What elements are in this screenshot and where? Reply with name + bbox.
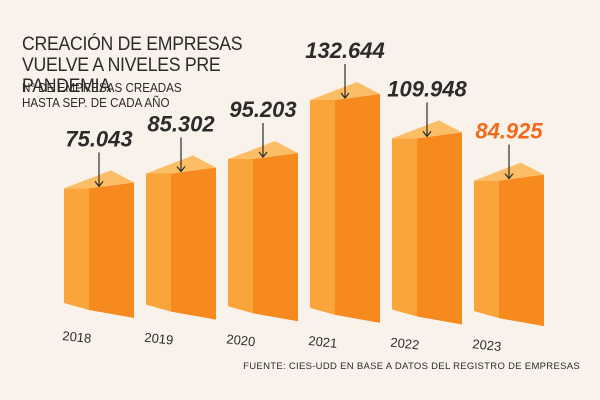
value-label-2019: 85.302	[147, 111, 215, 136]
bar-front-2021	[335, 94, 380, 323]
bar-front-2019	[171, 167, 216, 320]
bar-side-2022	[392, 138, 417, 317]
chart-title: CREACIÓN DE EMPRESAS VUELVE A NIVELES PR…	[22, 34, 301, 97]
arrow-icon	[504, 144, 514, 180]
value-label-2018: 75.043	[65, 126, 132, 151]
bar-front-2020	[253, 153, 298, 322]
bar-2018: 75.043 2018	[62, 126, 134, 346]
arrow-icon	[94, 152, 104, 188]
chart-title-text: CREACIÓN DE EMPRESAS VUELVE A NIVELES PR…	[22, 34, 243, 97]
bar-2022: 109.948 2022	[387, 76, 467, 352]
bar-front-2018	[89, 182, 134, 318]
year-label-2022: 2022	[390, 335, 420, 353]
value-label-2023: 84.925	[475, 119, 543, 144]
arrow-icon	[340, 64, 350, 99]
year-label-2023: 2023	[472, 336, 502, 354]
bar-2021: 132.644 2021	[305, 38, 385, 351]
bar-side-2019	[146, 173, 171, 312]
arrow-icon	[258, 123, 268, 158]
arrow-icon	[422, 102, 432, 138]
bar-side-2018	[64, 188, 89, 310]
arrow-icon	[176, 137, 186, 173]
bar-front-2023	[499, 174, 544, 327]
bar-side-2020	[228, 159, 253, 314]
year-label-2020: 2020	[226, 331, 256, 349]
bar-side-2023	[474, 180, 499, 319]
value-label-2021: 132.644	[305, 38, 385, 63]
year-label-2018: 2018	[62, 328, 92, 346]
bar-front-2022	[417, 132, 462, 325]
value-label-2020: 95.203	[229, 97, 296, 122]
value-label-2022: 109.948	[387, 76, 467, 101]
chart-subtitle-text: N° DE EMPRESAS CREADAS HASTA SEP. DE CAD…	[22, 81, 182, 110]
bar-2020: 95.203 2020	[226, 97, 298, 349]
source-note: FUENTE: CIES-UDD EN BASE A DATOS DEL REG…	[243, 361, 580, 372]
year-label-2019: 2019	[144, 330, 174, 348]
chart-subtitle: N° DE EMPRESAS CREADAS HASTA SEP. DE CAD…	[22, 81, 222, 111]
year-label-2021: 2021	[308, 333, 338, 351]
bar-side-2021	[310, 100, 335, 315]
bar-2019: 85.302 2019	[144, 111, 216, 348]
bar-2023: 84.925 2023	[472, 119, 544, 354]
